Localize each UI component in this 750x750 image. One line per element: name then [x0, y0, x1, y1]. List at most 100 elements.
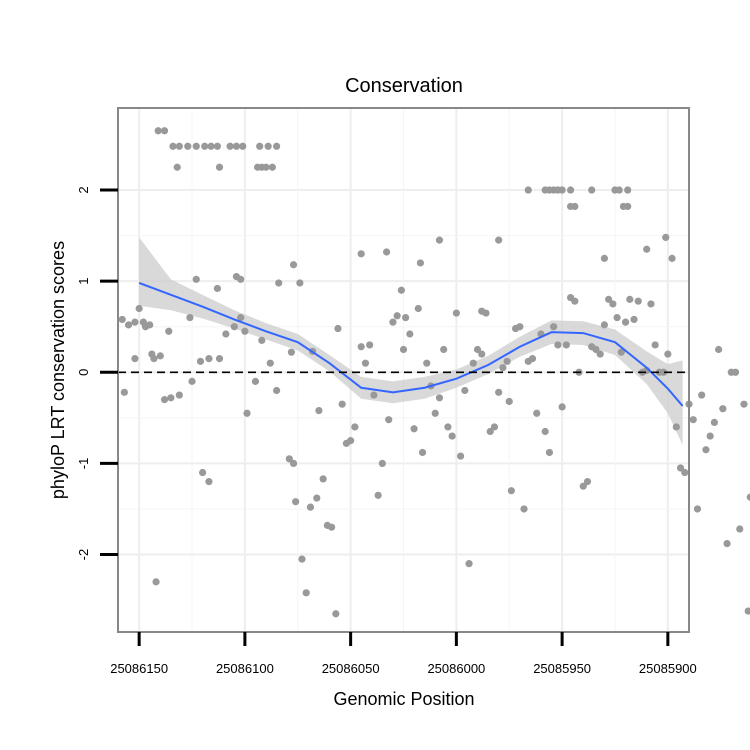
data-point: [592, 345, 600, 354]
data-point: [503, 357, 511, 365]
confidence-band: [139, 237, 683, 446]
data-point: [160, 127, 169, 135]
data-point: [264, 142, 272, 150]
data-point: [213, 284, 221, 293]
data-point: [327, 523, 336, 531]
data-point: [571, 297, 579, 305]
data-point: [243, 409, 251, 417]
data-point: [626, 295, 634, 303]
data-point: [175, 391, 183, 399]
data-point: [710, 418, 718, 426]
data-point: [562, 341, 570, 349]
y-tick-label: -1: [76, 458, 91, 470]
data-point: [600, 321, 609, 329]
data-point: [613, 314, 621, 322]
data-point: [232, 142, 241, 150]
data-point: [315, 406, 323, 415]
data-point: [298, 555, 306, 563]
x-axis-label: Genomic Position: [333, 689, 474, 709]
data-point: [723, 540, 731, 548]
data-point: [507, 487, 515, 495]
data-point: [251, 377, 260, 385]
data-point: [731, 368, 740, 376]
data-point: [205, 478, 213, 486]
data-point: [435, 236, 444, 244]
data-point: [169, 142, 177, 150]
data-point: [469, 359, 477, 367]
smooth-line-layer: [138, 282, 684, 407]
data-point: [173, 163, 181, 171]
data-point: [505, 397, 513, 406]
data-point: [366, 341, 374, 349]
data-point: [600, 254, 609, 262]
data-point: [550, 323, 558, 331]
data-point: [131, 355, 139, 363]
data-point: [222, 330, 230, 338]
data-point: [418, 448, 427, 457]
data-point: [579, 482, 587, 490]
data-point: [175, 142, 183, 150]
plot-panel: [117, 107, 750, 633]
x-axis: 25086150 25086100 25086050 25086000 25085950…: [110, 632, 697, 676]
data-point: [237, 314, 245, 322]
data-point: [192, 142, 200, 150]
data-point: [740, 400, 748, 408]
x-tick-label: 25086050: [322, 661, 380, 676]
data-point: [160, 396, 169, 404]
chart-title: Conservation: [345, 75, 463, 97]
data-point: [152, 578, 160, 586]
y-tick-label: 2: [76, 186, 91, 193]
data-point: [357, 250, 365, 258]
data-point: [287, 348, 296, 356]
data-point: [165, 327, 173, 335]
data-point: [693, 505, 702, 513]
data-point: [186, 314, 194, 322]
data-point: [351, 423, 359, 431]
data-point: [495, 236, 503, 244]
x-tick-label: 25085950: [533, 661, 591, 676]
data-point: [541, 427, 549, 436]
data-point: [698, 391, 706, 399]
data-point: [702, 446, 710, 454]
data-point: [746, 493, 750, 501]
data-point: [621, 318, 630, 326]
data-point: [662, 233, 670, 242]
data-point: [461, 386, 469, 395]
data-point: [444, 423, 452, 431]
data-point: [486, 427, 494, 436]
data-point: [664, 350, 672, 358]
data-point: [624, 202, 632, 211]
data-point: [706, 432, 714, 440]
data-point: [676, 464, 685, 472]
data-point: [141, 323, 150, 331]
data-point: [285, 455, 293, 463]
data-point: [660, 368, 668, 376]
data-point: [207, 142, 215, 150]
data-point: [226, 142, 234, 150]
data-point: [681, 468, 689, 477]
data-point: [273, 142, 281, 150]
data-point: [402, 314, 410, 322]
data-point: [406, 330, 414, 338]
data-point: [672, 423, 680, 431]
x-tick-label: 25086100: [216, 661, 274, 676]
data-point: [545, 448, 554, 457]
data-point: [332, 610, 340, 618]
x-tick-label: 25086150: [110, 661, 168, 676]
data-point: [273, 386, 281, 395]
data-point: [382, 248, 391, 256]
data-point: [196, 357, 205, 365]
y-axis-label: phyloP LRT conservation scores: [48, 241, 68, 499]
data-point: [289, 459, 298, 468]
data-point: [583, 478, 592, 486]
data-point: [124, 321, 133, 329]
data-point: [617, 348, 625, 356]
data-point: [357, 343, 365, 351]
y-axis: -2 -1 0 1 2: [76, 186, 118, 560]
data-points: [118, 127, 750, 618]
data-point: [689, 416, 697, 424]
data-point: [634, 297, 642, 305]
data-point: [213, 142, 221, 150]
data-point: [452, 309, 460, 317]
